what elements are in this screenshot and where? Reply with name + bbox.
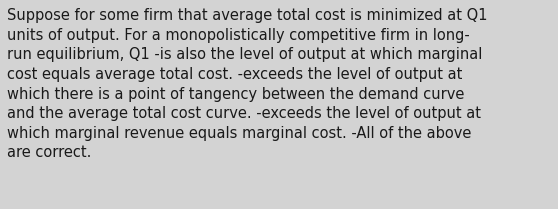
Text: Suppose for some firm that average total cost is minimized at Q1
units of output: Suppose for some firm that average total… <box>7 8 488 160</box>
